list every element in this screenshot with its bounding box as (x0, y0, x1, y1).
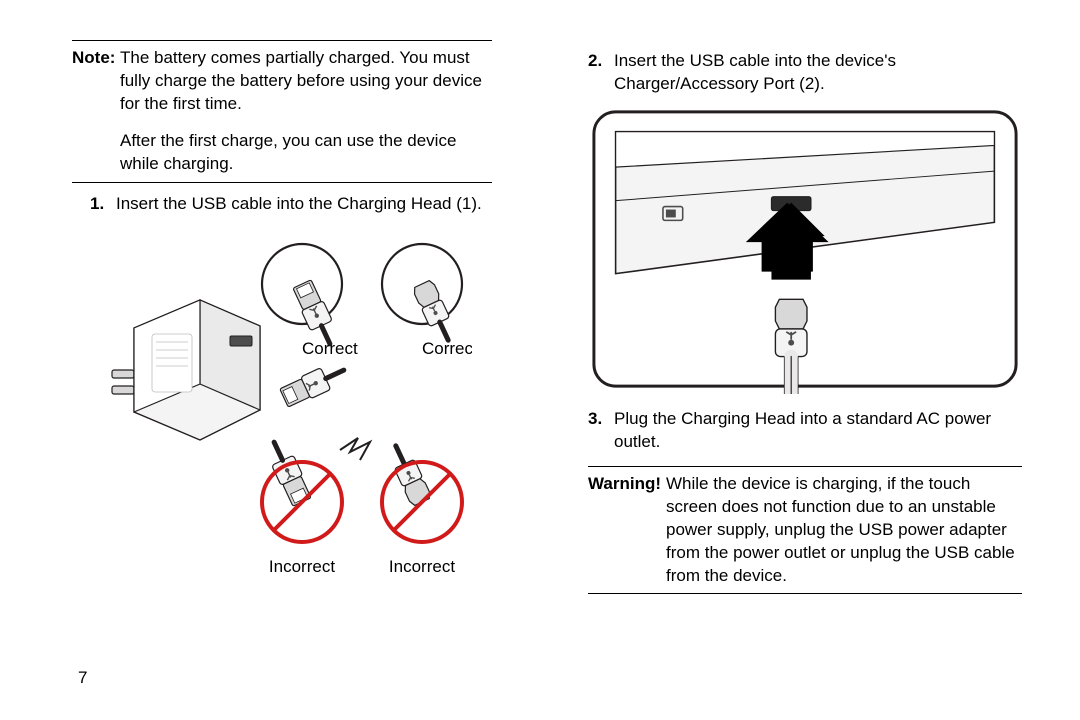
warning-label: Warning! (588, 473, 666, 588)
step-1: 1. Insert the USB cable into the Chargin… (90, 193, 492, 216)
warning-paragraph: Warning! While the device is charging, i… (588, 473, 1022, 588)
fig1-incorrect-2: Incorrect (389, 557, 455, 576)
step-3-body: Plug the Charging Head into a standard A… (614, 408, 1022, 454)
note-body-2: After the first charge, you can use the … (120, 130, 492, 176)
warn-rule-bottom (588, 593, 1022, 594)
note-paragraph: Note: The battery comes partially charge… (72, 47, 492, 116)
mid-rule-left (72, 182, 492, 183)
page-number: 7 (78, 668, 87, 688)
figure-device-port (588, 104, 1022, 394)
warning-body: While the device is charging, if the tou… (666, 473, 1022, 588)
note-body: The battery comes partially charged. You… (120, 47, 492, 116)
warn-rule-top (588, 466, 1022, 467)
step-3-num: 3. (588, 408, 614, 454)
fig1-correct-2: Correct (422, 339, 472, 358)
step-1-body: Insert the USB cable into the Charging H… (116, 193, 492, 216)
top-rule-left (72, 40, 492, 41)
step-1-num: 1. (90, 193, 116, 216)
fig1-correct-1: Correct (302, 339, 358, 358)
step-2-num: 2. (588, 50, 614, 96)
note-label: Note: (72, 47, 120, 116)
step-2-body: Insert the USB cable into the device's C… (614, 50, 1022, 96)
step-2: 2. Insert the USB cable into the device'… (588, 50, 1022, 96)
figure-charging-head: Correct Correct Incorrect Incorrect (72, 222, 492, 592)
step-3: 3. Plug the Charging Head into a standar… (588, 408, 1022, 454)
fig1-incorrect-1: Incorrect (269, 557, 335, 576)
